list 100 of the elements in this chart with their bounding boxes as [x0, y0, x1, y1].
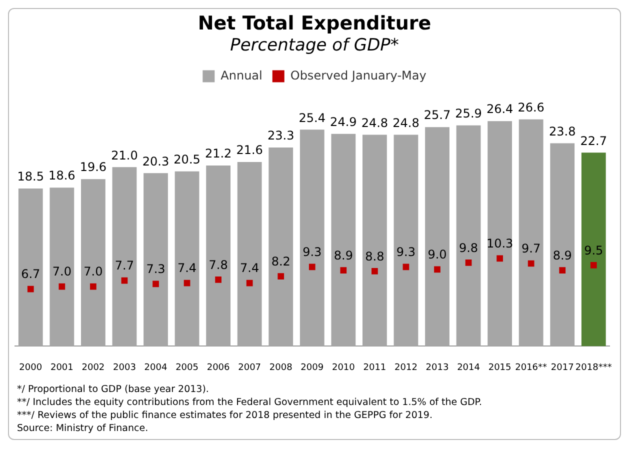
point — [528, 260, 534, 267]
data-label: 20.3 — [142, 154, 170, 168]
data-label: 8.9 — [334, 248, 353, 262]
data-label: 26.6 — [518, 100, 544, 115]
data-label: 8.9 — [552, 248, 572, 262]
x-tick-label: 2002 — [82, 362, 105, 373]
data-label: 7.0 — [84, 264, 103, 279]
x-tick-label: 2014 — [457, 362, 480, 373]
data-label: 7.7 — [114, 258, 134, 273]
data-label: 7.4 — [240, 261, 260, 276]
data-label: 9.7 — [522, 242, 541, 256]
point — [152, 280, 159, 288]
point — [465, 259, 472, 266]
data-label: 8.2 — [271, 254, 290, 268]
data-label: 9.5 — [584, 243, 604, 258]
text: */ Proportional to GDP (base year 2013). — [17, 383, 210, 396]
point — [278, 273, 284, 280]
bar — [456, 125, 481, 346]
data-label: 9.0 — [428, 248, 447, 262]
data-label: 22.7 — [580, 134, 607, 148]
data-label: 24.8 — [392, 116, 420, 130]
bar — [425, 127, 450, 346]
bar — [144, 173, 168, 346]
legend-label: Annual — [220, 68, 262, 82]
x-tick-label: 2003 — [113, 362, 136, 373]
bar — [174, 171, 200, 346]
x-tick-label: 2011 — [363, 362, 386, 373]
point — [58, 283, 66, 290]
x-tick-label: 2018*** — [575, 362, 612, 373]
data-label: 7.3 — [146, 262, 166, 276]
data-label: 7.0 — [52, 264, 72, 279]
x-tick-label: 2005 — [176, 362, 198, 373]
chart-title: Net Total Expenditure — [198, 12, 432, 34]
point — [340, 267, 347, 274]
x-tick-label: 2006 — [206, 362, 230, 373]
data-label: 21.2 — [204, 146, 232, 161]
point — [590, 262, 597, 268]
data-label: 10.3 — [486, 236, 514, 251]
point — [90, 283, 96, 290]
data-label: 7.4 — [177, 261, 197, 276]
point — [27, 286, 34, 292]
data-label: 26.4 — [486, 102, 514, 116]
x-tick-label: 2012 — [394, 362, 418, 373]
point — [215, 276, 222, 283]
x-tick-label: 2008 — [269, 362, 293, 373]
data-label: 18.5 — [17, 170, 44, 184]
x-tick-label: 2016** — [515, 362, 548, 373]
data-label: 8.8 — [365, 249, 384, 264]
x-tick-label: 2001 — [50, 362, 74, 373]
x-tick-label: 2009 — [300, 362, 324, 373]
legend-label: Observed January-May — [290, 68, 426, 82]
data-label: 25.7 — [424, 108, 451, 122]
point — [402, 264, 410, 270]
bar — [300, 130, 324, 346]
data-label: 23.8 — [549, 124, 576, 138]
data-label: 9.3 — [302, 245, 322, 260]
bar — [362, 134, 387, 346]
x-tick-label: 2000 — [19, 362, 42, 373]
bar — [394, 134, 418, 346]
data-label: 21.0 — [111, 148, 138, 162]
chart-subtitle: Percentage of GDP* — [230, 35, 399, 56]
point — [184, 280, 190, 286]
x-tick-label: 2007 — [238, 362, 262, 373]
data-label: 25.4 — [298, 110, 326, 125]
data-label: 19.6 — [80, 160, 107, 174]
data-label: 23.3 — [268, 128, 294, 143]
bar — [206, 165, 231, 346]
bar — [237, 162, 262, 346]
point — [434, 266, 440, 273]
bar — [331, 134, 356, 346]
x-tick-label: 2010 — [332, 362, 356, 373]
data-label: 6.7 — [21, 267, 40, 282]
data-label: 24.8 — [361, 116, 388, 130]
point — [496, 255, 503, 262]
text: ***/ Reviews of the public finance estimates for 2018 presented in the GEPPG for 2019. — [17, 409, 434, 422]
point — [372, 268, 378, 274]
bar — [518, 119, 544, 346]
bar — [50, 188, 74, 346]
text: **/ Includes the equity contributions from the Federal Government equivalent to 1.5% of the GDP. — [17, 396, 484, 409]
bar — [80, 179, 106, 346]
x-tick-label: 2017 — [550, 362, 574, 373]
bar — [112, 167, 137, 346]
bar — [268, 148, 294, 346]
x-tick-label: 2015 — [488, 362, 512, 373]
point — [559, 267, 566, 274]
data-label: 7.8 — [208, 258, 228, 272]
bar — [488, 121, 512, 346]
point — [308, 264, 316, 270]
data-label: 21.6 — [236, 143, 263, 158]
data-label: 24.9 — [330, 115, 357, 130]
bar — [581, 152, 606, 346]
source-note: Source: Ministry of Finance. — [17, 422, 150, 435]
bar — [550, 143, 575, 346]
data-label: 9.8 — [458, 240, 478, 255]
data-label: 18.6 — [48, 168, 76, 183]
data-label: 20.5 — [174, 152, 200, 167]
data-label: 25.9 — [455, 106, 482, 121]
x-tick-label: 2013 — [426, 362, 449, 373]
x-tick-label: 2004 — [144, 362, 168, 373]
point — [246, 280, 253, 286]
